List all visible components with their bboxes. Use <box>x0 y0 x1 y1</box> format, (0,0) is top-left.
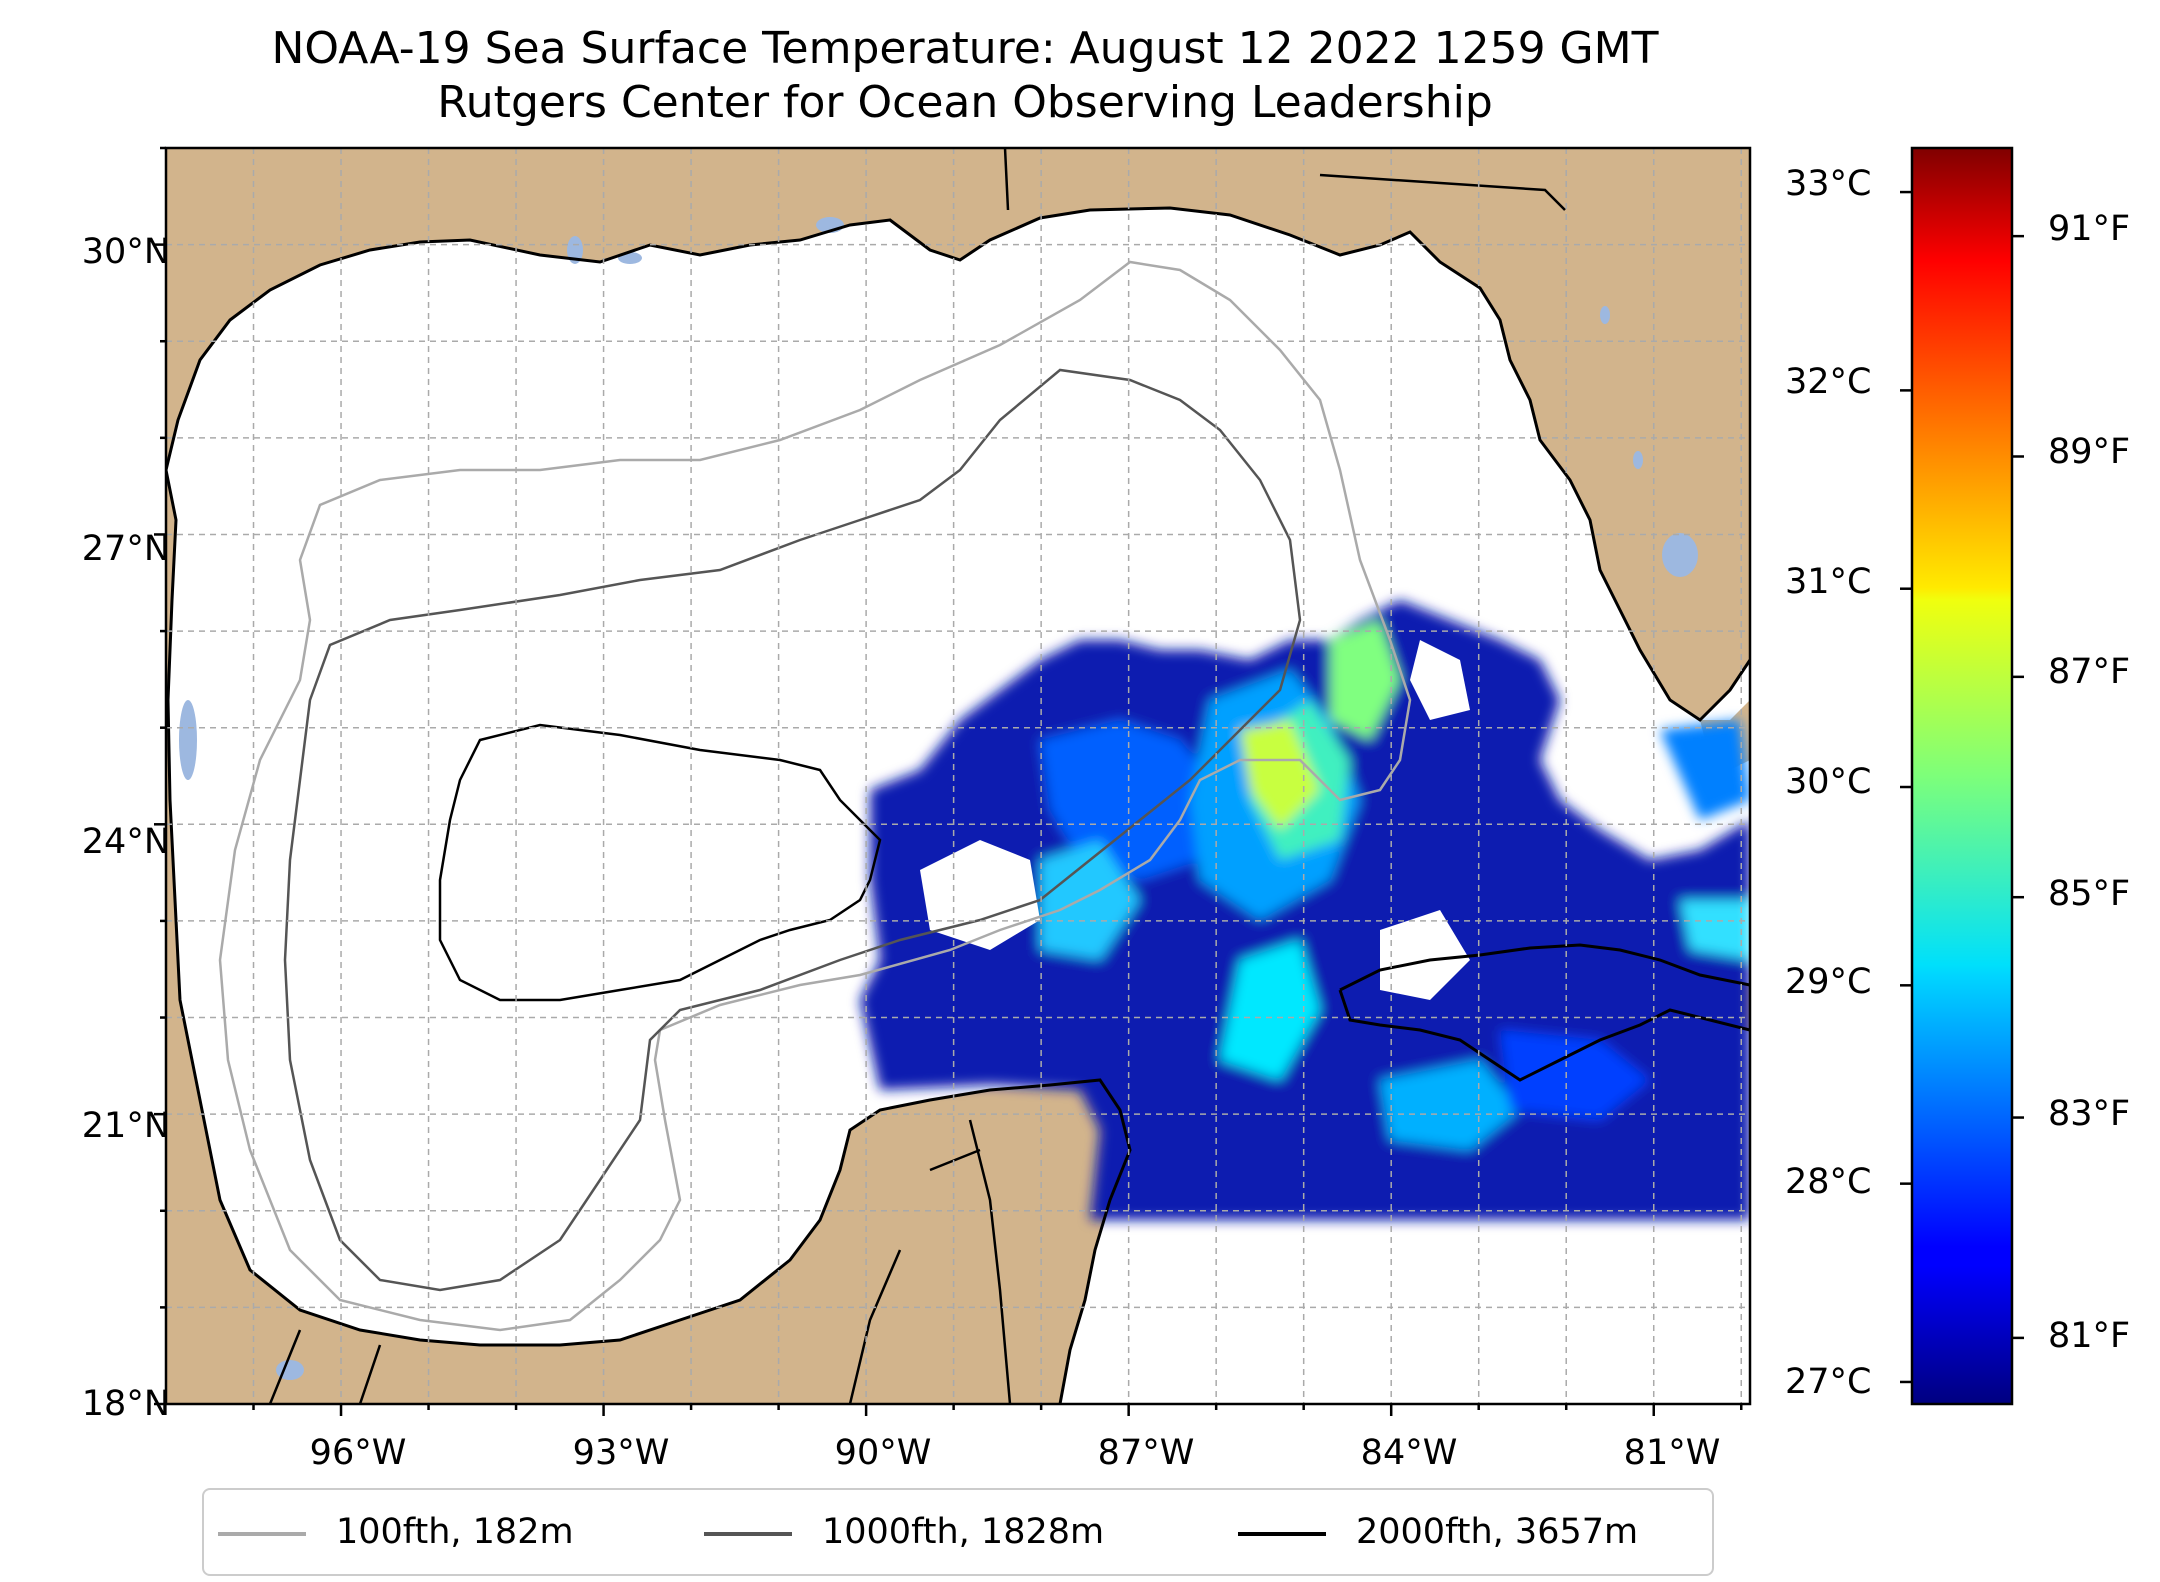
lake <box>179 700 197 780</box>
map-title: NOAA-19 Sea Surface Temperature: August … <box>271 23 1659 74</box>
fahrenheit-tick-label: 81°F <box>2048 1316 2131 1356</box>
legend-label: 1000fth, 1828m <box>822 1512 1105 1552</box>
legend-line-100fth <box>218 1532 306 1536</box>
lat-tick-label: 18°N <box>81 1384 170 1424</box>
colorbar <box>1912 148 2012 1404</box>
sst-cloud-gap <box>1410 640 1470 720</box>
colorbar-frame <box>1910 146 2014 1406</box>
celsius-tick-label: 30°C <box>1785 762 1872 802</box>
legend-label: 2000fth, 3657m <box>1356 1512 1639 1552</box>
lake <box>1600 306 1610 324</box>
legend-label: 100fth, 182m <box>336 1512 574 1552</box>
contour-legend: 100fth, 182m 1000fth, 1828m 2000fth, 365… <box>202 1488 1714 1576</box>
legend-line-1000fth <box>704 1532 792 1536</box>
sst-patch <box>1040 720 1230 880</box>
sst-patch <box>1500 1030 1650 1120</box>
map-subtitle: Rutgers Center for Ocean Observing Leade… <box>437 77 1493 128</box>
lat-tick-label: 21°N <box>81 1106 170 1146</box>
colorbar-ticks <box>1900 190 2024 1384</box>
sst-patch <box>1660 720 1750 820</box>
celsius-tick-label: 29°C <box>1785 962 1872 1002</box>
sst-field <box>860 600 1750 1220</box>
coastlines <box>166 148 1750 1404</box>
contour-1000fth <box>283 368 1302 1292</box>
lake <box>1633 451 1643 469</box>
sst-patch <box>1380 1060 1520 1150</box>
graticule <box>166 148 1750 1404</box>
map-frame <box>164 146 1752 1406</box>
lake <box>567 236 583 264</box>
us-gulf-coast-land <box>166 148 1750 720</box>
lon-tick-label: 93°W <box>572 1433 670 1473</box>
sst-patch <box>1330 620 1400 740</box>
lat-tick-label: 24°N <box>81 822 170 862</box>
sst-patch <box>1680 900 1750 960</box>
map-ticks <box>154 146 1743 1416</box>
map <box>166 148 1750 1404</box>
contour-2000fth <box>438 723 882 1002</box>
celsius-tick-label: 33°C <box>1785 164 1872 204</box>
lat-tick-label: 27°N <box>81 529 170 569</box>
lon-tick-label: 96°W <box>309 1433 407 1473</box>
lake-okeechobee <box>1662 533 1698 577</box>
lat-tick-label: 30°N <box>81 232 170 272</box>
lon-tick-label: 84°W <box>1360 1433 1458 1473</box>
fahrenheit-tick-label: 89°F <box>2048 432 2131 472</box>
fahrenheit-tick-label: 85°F <box>2048 874 2131 914</box>
sst-cloud-gap <box>1380 910 1470 1000</box>
sst-patch <box>1220 940 1320 1080</box>
celsius-tick-label: 28°C <box>1785 1162 1872 1202</box>
cuba-coastline <box>1338 943 1750 1082</box>
contour-100fth <box>218 260 1412 1332</box>
fahrenheit-tick-label: 83°F <box>2048 1094 2131 1134</box>
lon-tick-label: 81°W <box>1623 1433 1721 1473</box>
sst-patch <box>1040 840 1140 960</box>
mexico-coastline <box>166 469 1132 1404</box>
celsius-tick-label: 32°C <box>1785 362 1872 402</box>
sst-patch <box>1240 720 1320 830</box>
celsius-tick-label: 31°C <box>1785 562 1872 602</box>
bathymetry-contours <box>218 260 1412 1332</box>
country-borders <box>268 1119 1012 1404</box>
fahrenheit-tick-label: 91°F <box>2048 209 2131 249</box>
sst-cloud-gap <box>920 840 1040 950</box>
north-coastline <box>166 206 1750 722</box>
state-border <box>1003 148 1566 211</box>
fahrenheit-tick-label: 87°F <box>2048 652 2131 692</box>
lon-tick-label: 90°W <box>834 1433 932 1473</box>
mexico-land <box>166 470 1130 1404</box>
lon-tick-label: 87°W <box>1097 1433 1195 1473</box>
celsius-tick-label: 27°C <box>1785 1362 1872 1402</box>
legend-line-2000fth <box>1238 1532 1326 1536</box>
